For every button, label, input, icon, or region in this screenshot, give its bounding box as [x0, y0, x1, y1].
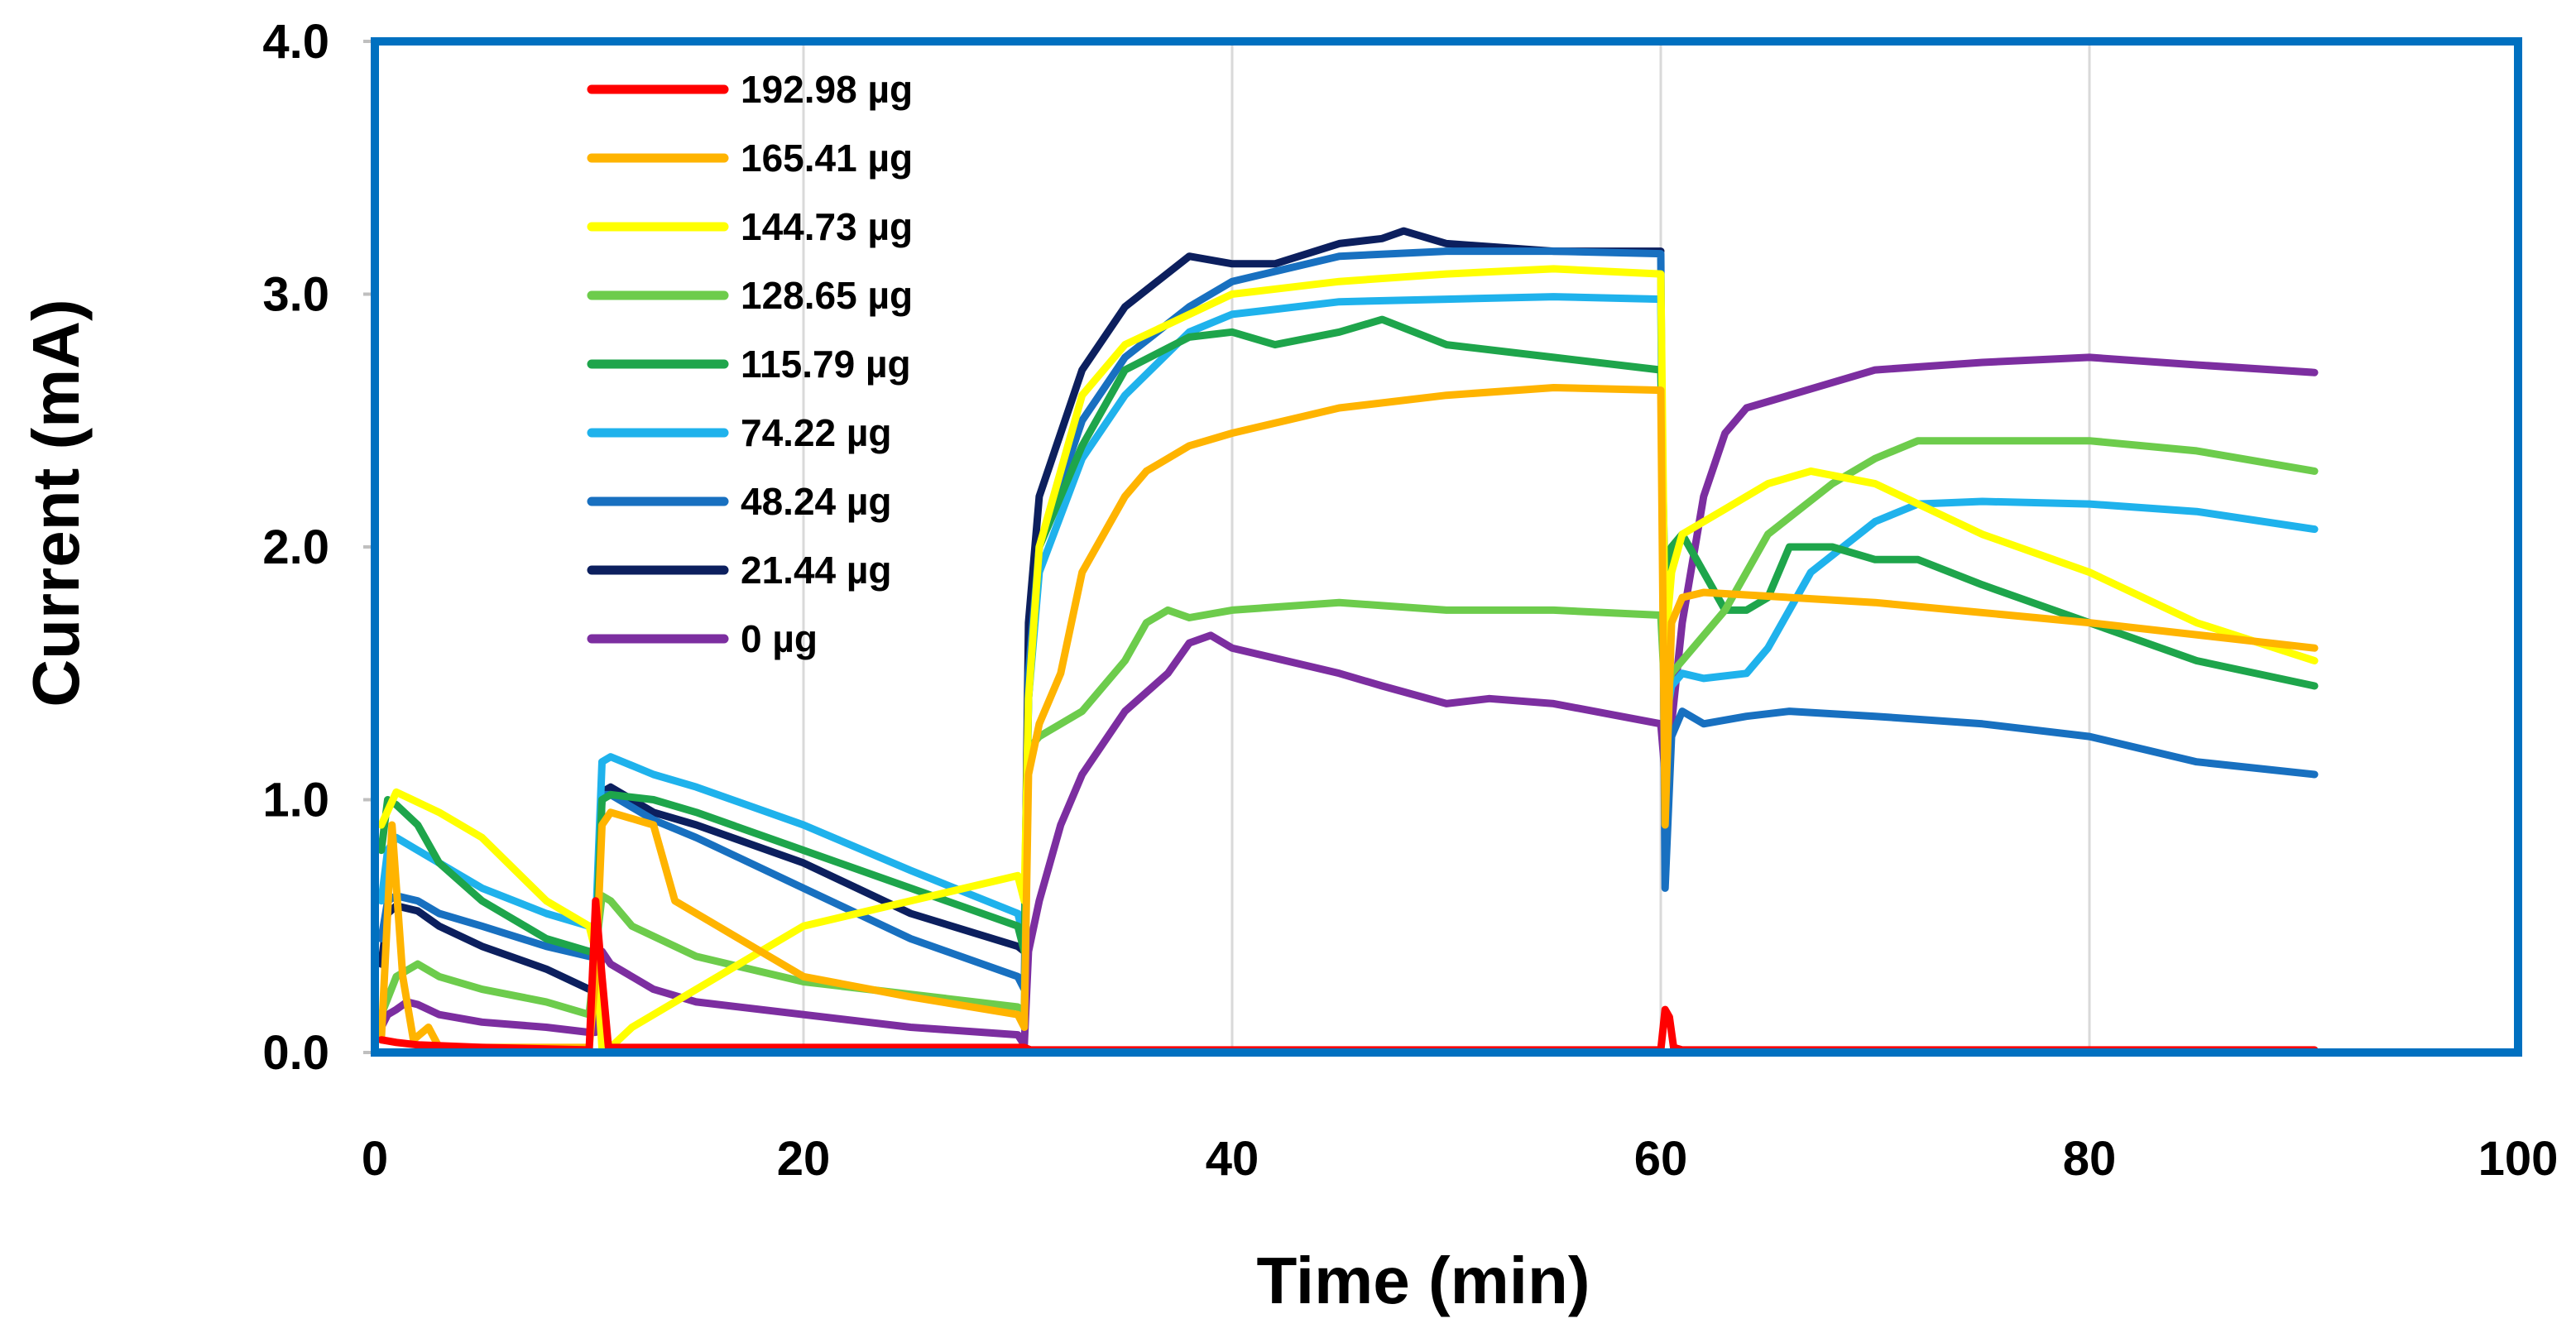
x-tick-labels: 0 20 40 60 80 100	[362, 1132, 2559, 1186]
series-line	[377, 227, 1665, 994]
y-axis-title: Current (mA)	[19, 299, 93, 707]
x-tick-label: 20	[777, 1132, 831, 1186]
legend-label: 165.41 µg	[741, 137, 913, 180]
series-lines	[377, 227, 2319, 1054]
legend-label: 192.98 µg	[741, 68, 913, 111]
y-tick-label: 4.0	[262, 15, 329, 69]
x-tick-label: 60	[1634, 1132, 1688, 1186]
y-tick-label: 2.0	[262, 520, 329, 574]
legend-label: 74.22 µg	[741, 411, 892, 454]
x-tick-label: 0	[362, 1132, 388, 1186]
plot-frame	[371, 37, 2522, 1057]
x-tick-label: 100	[2478, 1132, 2559, 1186]
x-tick-label: 40	[1206, 1132, 1259, 1186]
legend-label: 0 µg	[741, 617, 818, 660]
legend-label: 128.65 µg	[741, 274, 913, 317]
series-line	[377, 293, 2319, 942]
x-tick-label: 80	[2063, 1132, 2117, 1186]
legend-label: 21.44 µg	[741, 549, 892, 592]
y-tick-label: 0.0	[262, 1026, 329, 1080]
series-line	[377, 353, 2319, 1049]
legend: 192.98 µg 165.41 µg 144.73 µg 128.65 µg 115.…	[587, 68, 913, 660]
y-tick-label: 3.0	[262, 268, 329, 322]
y-tick-labels: 0.0 1.0 2.0 3.0 4.0	[262, 15, 329, 1080]
legend-label: 144.73 µg	[741, 205, 913, 248]
x-axis-title: Time (min)	[1256, 1244, 1590, 1317]
y-tick-label: 1.0	[262, 774, 329, 827]
legend-label: 48.24 µg	[741, 480, 892, 523]
legend-label: 115.79 µg	[741, 343, 911, 386]
